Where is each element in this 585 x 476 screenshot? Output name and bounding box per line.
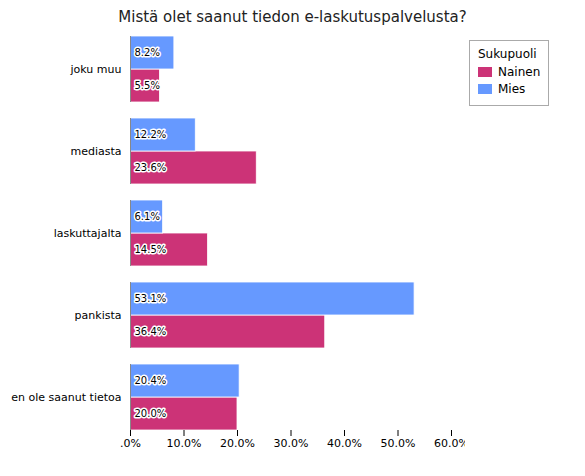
svg-text:.0%: .0%: [120, 437, 141, 450]
svg-text:mediasta: mediasta: [70, 145, 121, 158]
html-text:Nainen: Nainen: [498, 65, 541, 79]
svg-text:6.1%: 6.1%: [135, 211, 160, 222]
html-text:Sukupuoli: Sukupuoli: [478, 47, 537, 61]
svg-text:laskuttajalta: laskuttajalta: [54, 227, 122, 240]
svg-text:20.0%: 20.0%: [135, 408, 167, 419]
svg-text:60.0%: 60.0%: [434, 437, 465, 450]
svg-text:12.2%: 12.2%: [135, 129, 167, 140]
svg-text:40.0%: 40.0%: [327, 437, 362, 450]
svg-text:joku muu: joku muu: [70, 63, 122, 76]
html-text:Mistä olet saanut tiedon e-las: Mistä olet saanut tiedon e-laskutuspalve…: [118, 8, 467, 26]
svg-text:5.5%: 5.5%: [135, 80, 160, 91]
svg-text:14.5%: 14.5%: [135, 244, 167, 255]
svg-text:pankista: pankista: [75, 309, 122, 322]
svg-text:8.2%: 8.2%: [135, 47, 160, 58]
svg-text:23.6%: 23.6%: [135, 162, 167, 173]
svg-text:20.4%: 20.4%: [135, 375, 167, 386]
svg-text:53.1%: 53.1%: [135, 293, 167, 304]
svg-text:20.0%: 20.0%: [220, 437, 255, 450]
html-text:Mies: Mies: [498, 82, 526, 96]
svg-text:36.4%: 36.4%: [135, 326, 167, 337]
svg-text:en ole saanut tietoa: en ole saanut tietoa: [11, 391, 121, 404]
svg-text:30.0%: 30.0%: [274, 437, 309, 450]
svg-text:10.0%: 10.0%: [167, 437, 202, 450]
svg-text:50.0%: 50.0%: [381, 437, 416, 450]
